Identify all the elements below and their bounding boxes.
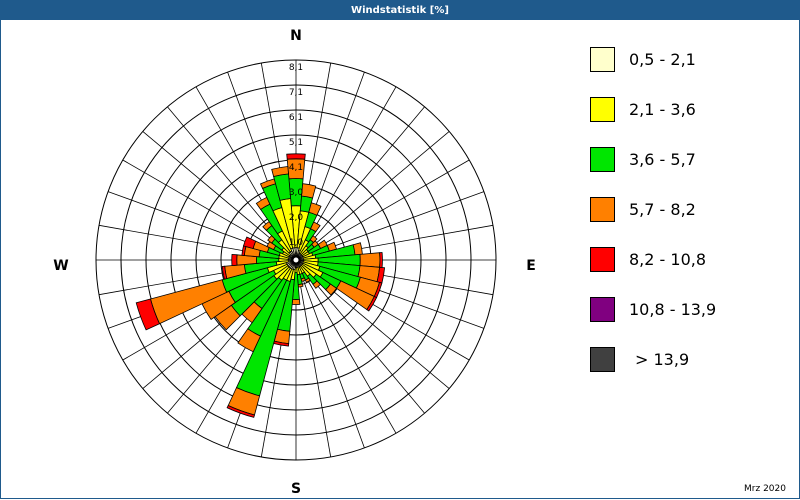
legend-swatch xyxy=(590,46,615,72)
legend-label: 3,6 - 5,7 xyxy=(629,149,696,169)
sector-bar-segment xyxy=(221,265,228,280)
rose-bars xyxy=(135,153,386,418)
legend-item: 8,2 - 10,8 xyxy=(590,245,706,273)
sector-bar-segment xyxy=(291,298,301,305)
sector-bar-segment xyxy=(352,242,363,256)
legend-item: 3,6 - 5,7 xyxy=(590,145,696,173)
grid-spoke xyxy=(295,259,365,449)
grid-spoke xyxy=(295,259,397,434)
chart-title: Windstatistik [%] xyxy=(351,4,449,16)
legend-swatch xyxy=(590,246,615,272)
rose-center xyxy=(292,256,300,264)
sector-bar-segment xyxy=(297,283,304,288)
direction-label-n: N xyxy=(290,28,302,44)
grid-spoke xyxy=(295,131,450,261)
grid-spoke xyxy=(122,159,297,261)
radial-tick-label: 4,1 xyxy=(289,163,303,173)
legend-item: 0,5 - 2,1 xyxy=(590,45,696,73)
sector-bar-segment xyxy=(226,404,255,418)
legend-swatch xyxy=(590,346,615,372)
wind-rose-chart: 1,0 2,0 3,0 4,1 5,1 6,1 7,1 8,1 N E S W xyxy=(53,28,536,497)
direction-label-e: E xyxy=(526,258,536,274)
sector-bar-segment xyxy=(286,153,306,160)
radial-tick-label: 3,0 xyxy=(289,188,304,198)
grid-spoke xyxy=(295,259,332,458)
legend-item: 10,8 - 13,9 xyxy=(590,295,716,323)
sector-bar-segment xyxy=(308,202,322,216)
sector-bar-segment xyxy=(366,295,378,312)
sector-bar-segment xyxy=(312,280,321,289)
grid-spoke xyxy=(295,106,425,261)
sector-bar-segment xyxy=(301,183,317,199)
direction-label-s: S xyxy=(291,481,301,497)
sector-bar-segment xyxy=(325,283,338,296)
legend-swatch xyxy=(590,146,615,172)
radial-tick-label: 2,0 xyxy=(289,213,304,223)
sector-bar-segment xyxy=(271,166,289,177)
radial-tick-label: 5,1 xyxy=(289,138,303,148)
sector-bar-segment xyxy=(359,252,381,268)
chart-title-bar: Windstatistik [%] xyxy=(0,0,800,20)
sector-bar-segment xyxy=(309,235,318,244)
credit-text: Mrz 2020 xyxy=(744,484,786,494)
legend-swatch xyxy=(590,296,615,322)
sector-bar-segment xyxy=(243,236,257,249)
legend-label: > 13,9 xyxy=(635,349,690,369)
legend-label: 8,2 - 10,8 xyxy=(629,249,707,269)
rose-radial-ticks: 1,0 2,0 3,0 4,1 5,1 6,1 7,1 8,1 xyxy=(289,63,304,248)
sector-bar-segment xyxy=(231,253,238,267)
radial-tick-label: 8,1 xyxy=(289,63,303,73)
legend-label: 0,5 - 2,1 xyxy=(629,49,696,69)
sector-bar-segment xyxy=(379,252,383,268)
radial-tick-label: 6,1 xyxy=(289,113,303,123)
sector-bar-segment xyxy=(310,221,321,233)
legend-swatch xyxy=(590,96,615,122)
legend-label: 2,1 - 3,6 xyxy=(629,99,696,119)
legend-swatch xyxy=(590,196,615,222)
legend-item: > 13,9 xyxy=(590,345,689,373)
sector-bar-segment xyxy=(237,328,262,353)
legend-label: 10,8 - 13,9 xyxy=(629,299,717,319)
legend-item: 5,7 - 8,2 xyxy=(590,195,696,223)
sector-bar-segment xyxy=(304,277,311,283)
sector-bar-segment xyxy=(135,298,161,331)
radial-tick-label: 7,1 xyxy=(289,88,303,98)
legend-label: 5,7 - 8,2 xyxy=(629,199,696,219)
legend-item: 2,1 - 3,6 xyxy=(590,95,696,123)
direction-label-w: W xyxy=(53,258,68,274)
radial-tick-label: 1,0 xyxy=(289,238,304,248)
